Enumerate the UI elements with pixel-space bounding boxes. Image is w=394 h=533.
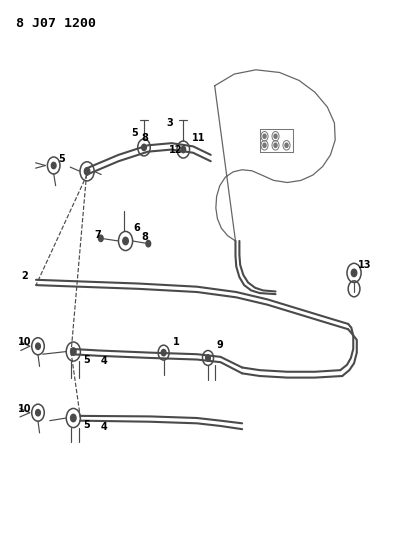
Text: 5: 5 <box>83 420 90 430</box>
Circle shape <box>206 355 210 361</box>
Circle shape <box>161 350 166 356</box>
Text: 5: 5 <box>58 154 65 164</box>
Circle shape <box>274 143 277 148</box>
Circle shape <box>71 414 76 422</box>
Circle shape <box>263 134 266 139</box>
Text: 6: 6 <box>133 223 140 233</box>
Text: 5: 5 <box>131 127 138 138</box>
Text: 1: 1 <box>173 337 180 347</box>
Circle shape <box>71 348 76 356</box>
Circle shape <box>181 147 186 153</box>
Text: 4: 4 <box>100 422 107 432</box>
Text: 2: 2 <box>22 271 28 281</box>
Circle shape <box>84 167 90 175</box>
Text: 5: 5 <box>83 354 90 365</box>
Circle shape <box>35 343 40 350</box>
Text: 10: 10 <box>18 337 32 347</box>
Circle shape <box>351 269 357 277</box>
Text: 11: 11 <box>192 133 206 143</box>
Text: 8: 8 <box>142 232 149 242</box>
Text: 3: 3 <box>166 118 173 128</box>
Circle shape <box>141 144 146 151</box>
Text: 13: 13 <box>358 261 372 270</box>
Circle shape <box>285 143 288 148</box>
Circle shape <box>35 409 40 416</box>
Circle shape <box>146 240 151 247</box>
Circle shape <box>51 163 56 168</box>
Text: 4: 4 <box>100 356 107 366</box>
Text: 9: 9 <box>216 340 223 350</box>
Text: 8 J07 1200: 8 J07 1200 <box>17 17 97 30</box>
Circle shape <box>263 143 266 148</box>
Circle shape <box>274 134 277 139</box>
Circle shape <box>98 235 103 241</box>
Text: 10: 10 <box>18 404 32 414</box>
Text: 7: 7 <box>95 230 101 240</box>
Circle shape <box>123 237 128 245</box>
Text: 12: 12 <box>169 144 182 155</box>
Text: 8: 8 <box>142 133 149 143</box>
